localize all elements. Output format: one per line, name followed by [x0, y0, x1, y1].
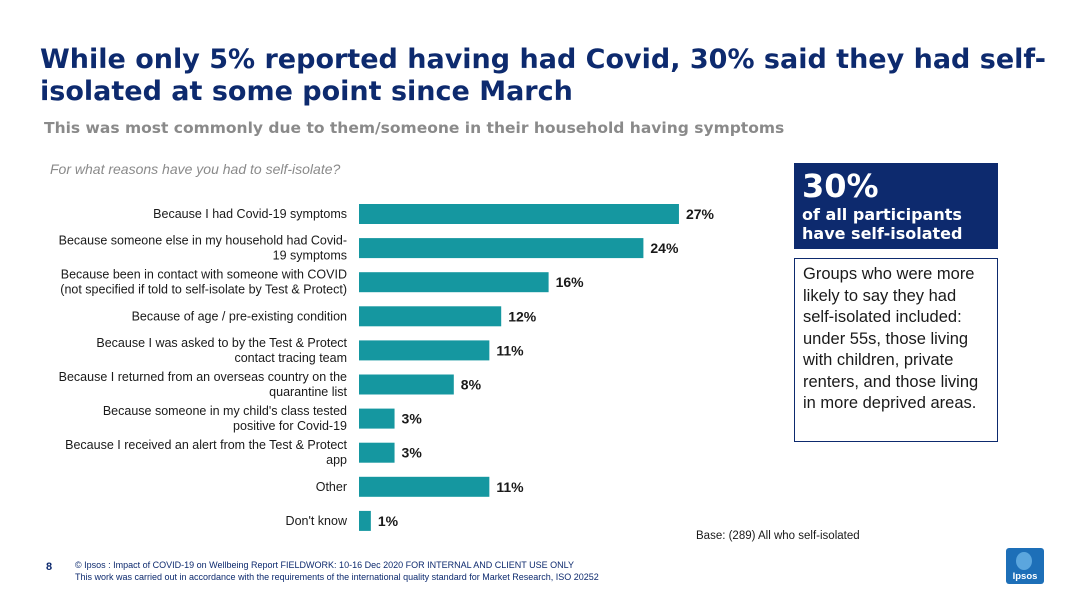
- category-label: Because I had Covid-19 symptoms: [153, 207, 347, 221]
- bar: [359, 476, 490, 497]
- bar-value-label: 16%: [556, 274, 585, 290]
- stat-percent: 30%: [802, 167, 879, 205]
- category-label: Because I received an alert from the Tes…: [65, 438, 347, 467]
- reasons-bar-chart: 27% Because I had Covid-19 symptoms 24% Bec…: [59, 204, 715, 531]
- footer-line-1: © Ipsos : Impact of COVID-19 on Wellbein…: [75, 560, 574, 570]
- ipsos-logo: Ipsos: [1006, 548, 1044, 584]
- stat-description: of all participants have self-isolated: [802, 205, 963, 243]
- stat-box: 30% of all participants have self-isolat…: [794, 163, 998, 249]
- logo-text: Ipsos: [1012, 571, 1038, 582]
- bar-value-label: 27%: [686, 206, 715, 222]
- bar-value-label: 11%: [496, 479, 524, 495]
- bar: [359, 374, 454, 395]
- bar-value-label: 1%: [378, 513, 399, 529]
- bar-value-label: 12%: [508, 308, 537, 324]
- bar-value-label: 8%: [461, 377, 482, 393]
- category-label: Because someone else in my household had…: [59, 234, 347, 263]
- category-label: Because of age / pre-existing condition: [132, 309, 347, 323]
- bar: [359, 510, 371, 531]
- bar: [359, 306, 502, 327]
- category-label: Because I was asked to by the Test & Pro…: [96, 336, 347, 365]
- base-note: Base: (289) All who self-isolated: [696, 530, 860, 542]
- bar: [359, 340, 490, 361]
- bar-value-label: 3%: [402, 411, 423, 427]
- logo-mark-icon: [1016, 552, 1032, 570]
- footer-line-2: This work was carried out in accordance …: [75, 572, 599, 582]
- groups-callout: Groups who were more likely to say they …: [794, 258, 998, 442]
- category-label: Because I returned from an overseas coun…: [59, 370, 348, 399]
- bar-value-label: 3%: [402, 445, 423, 461]
- page-number: 8: [46, 561, 53, 573]
- bar: [359, 238, 644, 259]
- category-label: Other: [316, 480, 347, 494]
- bar: [359, 272, 549, 293]
- slide-subtitle: This was most commonly due to them/someo…: [44, 119, 785, 137]
- category-label: Because been in contact with someone wit…: [60, 268, 347, 297]
- bar: [359, 442, 395, 463]
- category-label: Don't know: [286, 514, 348, 528]
- bar-value-label: 11%: [496, 342, 524, 358]
- bar: [359, 204, 679, 224]
- bar: [359, 408, 395, 429]
- slide-title: While only 5% reported having had Covid,…: [40, 44, 1046, 107]
- footer: © Ipsos : Impact of COVID-19 on Wellbein…: [75, 559, 599, 583]
- category-label: Because someone in my child's class test…: [103, 404, 347, 433]
- bar-value-label: 24%: [650, 240, 679, 256]
- survey-question: For what reasons have you had to self-is…: [50, 161, 341, 177]
